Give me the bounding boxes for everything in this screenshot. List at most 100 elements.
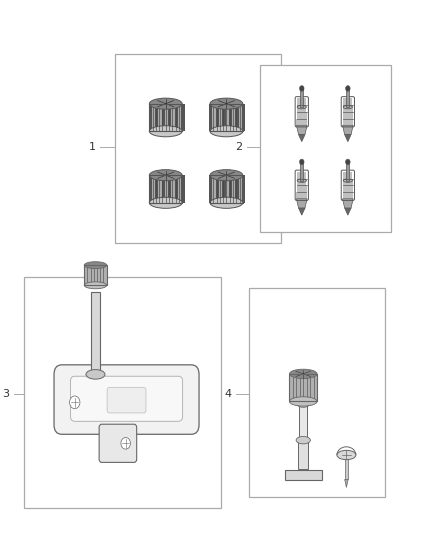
Bar <box>148 175 152 203</box>
Bar <box>172 175 175 203</box>
Bar <box>297 105 307 112</box>
Bar <box>297 172 306 179</box>
Ellipse shape <box>290 397 317 406</box>
Bar <box>162 104 165 131</box>
Text: 2: 2 <box>235 142 242 152</box>
Bar <box>162 175 165 203</box>
Polygon shape <box>297 125 307 135</box>
Bar <box>216 175 219 203</box>
Bar <box>178 104 181 131</box>
Bar <box>155 104 159 131</box>
Bar <box>242 104 245 131</box>
Bar <box>343 179 353 185</box>
Bar <box>226 104 229 131</box>
Bar <box>232 104 235 131</box>
Bar <box>216 104 219 131</box>
Bar <box>25 277 221 508</box>
Bar <box>343 172 352 179</box>
Bar <box>343 98 352 105</box>
Ellipse shape <box>149 197 182 208</box>
Polygon shape <box>297 199 307 208</box>
Bar <box>172 104 175 131</box>
Bar <box>165 175 168 203</box>
Ellipse shape <box>84 282 107 289</box>
Bar <box>91 292 100 374</box>
Bar <box>232 175 235 203</box>
Bar <box>343 112 353 118</box>
Bar <box>159 175 162 203</box>
Bar <box>210 104 243 131</box>
Ellipse shape <box>149 98 182 109</box>
Bar <box>149 175 182 203</box>
Bar <box>297 98 306 105</box>
Ellipse shape <box>297 106 306 109</box>
Ellipse shape <box>297 179 306 182</box>
Bar <box>175 104 178 131</box>
Bar <box>149 104 182 131</box>
Bar <box>219 104 223 131</box>
Bar <box>242 175 245 203</box>
Bar <box>168 104 172 131</box>
Bar <box>168 175 172 203</box>
Bar <box>229 175 232 203</box>
Bar <box>346 88 350 107</box>
Ellipse shape <box>210 169 243 181</box>
Bar <box>115 54 281 243</box>
Polygon shape <box>299 208 305 215</box>
Ellipse shape <box>343 179 353 182</box>
Bar <box>345 459 348 480</box>
Bar <box>297 179 307 185</box>
Bar <box>210 104 243 131</box>
Bar <box>343 185 353 192</box>
FancyBboxPatch shape <box>54 365 199 434</box>
Circle shape <box>346 86 350 91</box>
Bar <box>219 175 223 203</box>
Bar <box>152 104 155 131</box>
Bar <box>343 192 353 199</box>
Bar <box>229 104 232 131</box>
Bar <box>212 175 216 203</box>
Bar <box>343 105 353 112</box>
Bar <box>152 175 155 203</box>
Bar <box>149 104 182 131</box>
Ellipse shape <box>149 126 182 137</box>
FancyBboxPatch shape <box>99 424 137 463</box>
Bar <box>84 265 107 285</box>
Polygon shape <box>345 208 351 215</box>
Bar <box>299 405 307 439</box>
Bar <box>239 104 242 131</box>
Ellipse shape <box>86 369 105 379</box>
Bar <box>209 104 212 131</box>
Bar <box>346 162 350 181</box>
Bar <box>148 104 152 131</box>
Bar <box>290 374 317 401</box>
Bar <box>343 118 353 125</box>
Polygon shape <box>345 135 351 142</box>
Circle shape <box>70 396 80 409</box>
Bar <box>223 104 226 131</box>
Ellipse shape <box>290 369 317 378</box>
Bar <box>235 104 239 131</box>
Bar <box>297 192 307 199</box>
Ellipse shape <box>84 262 107 269</box>
Circle shape <box>121 438 131 449</box>
Ellipse shape <box>296 437 311 444</box>
Bar <box>175 175 178 203</box>
Bar <box>297 118 307 125</box>
Ellipse shape <box>210 126 243 137</box>
Circle shape <box>300 159 304 165</box>
Bar <box>300 162 303 181</box>
Bar <box>300 88 303 107</box>
Bar <box>226 175 229 203</box>
Polygon shape <box>345 480 348 488</box>
Bar <box>223 175 226 203</box>
Bar <box>239 175 242 203</box>
Bar <box>290 374 317 401</box>
Ellipse shape <box>337 450 356 459</box>
Bar <box>181 175 184 203</box>
Bar <box>249 288 385 497</box>
Bar <box>209 175 212 203</box>
Bar <box>159 104 162 131</box>
Circle shape <box>346 159 350 165</box>
Bar <box>181 104 184 131</box>
